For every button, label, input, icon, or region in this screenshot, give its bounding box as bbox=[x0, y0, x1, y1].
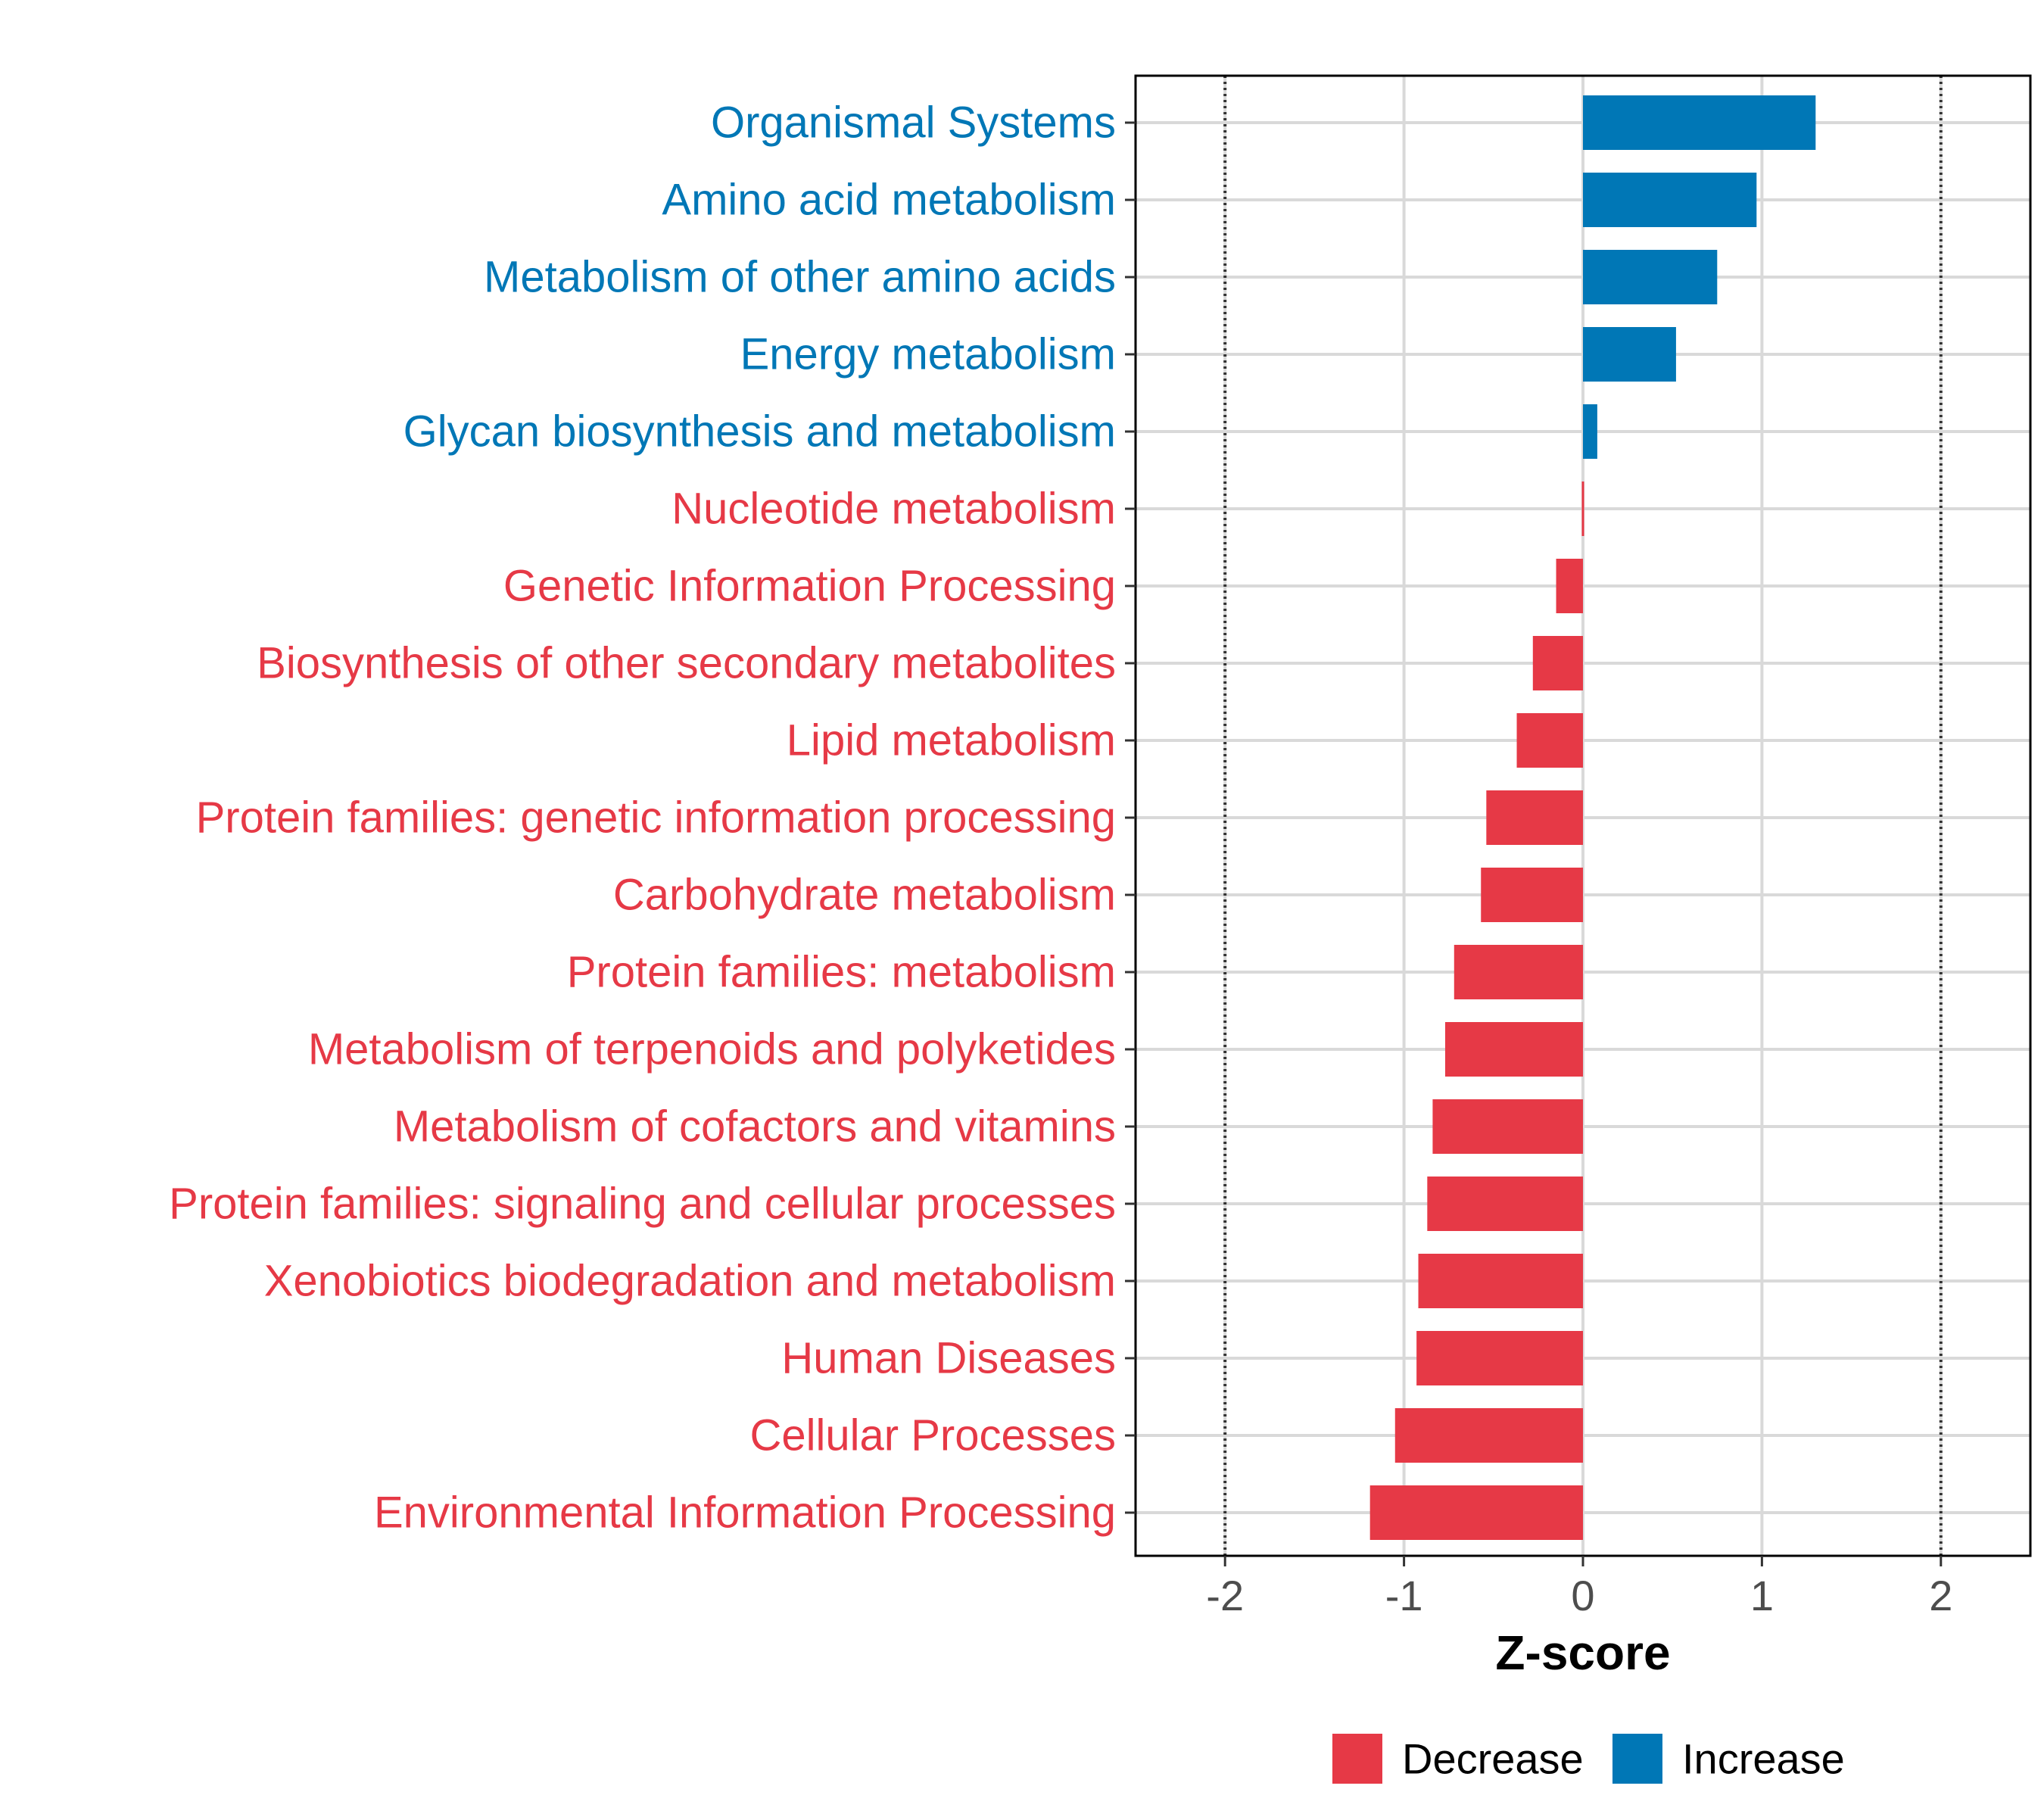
bar bbox=[1418, 1254, 1583, 1308]
legend-key-increase bbox=[1612, 1734, 1662, 1784]
category-label: Metabolism of cofactors and vitamins bbox=[394, 1102, 1116, 1152]
bar bbox=[1556, 559, 1583, 613]
x-tick-label: 2 bbox=[1929, 1572, 1952, 1619]
legend-label-increase: Increase bbox=[1682, 1735, 1845, 1783]
bar bbox=[1486, 790, 1583, 845]
category-label: Energy metabolism bbox=[740, 330, 1116, 379]
category-labels: Organismal Systems Amino acid metabolism M… bbox=[169, 98, 1116, 1538]
category-label: Amino acid metabolism bbox=[662, 176, 1116, 225]
x-axis-ticks: -2 -1 0 1 2 bbox=[1206, 1556, 1952, 1619]
category-label: Xenobiotics biodegradation and metabolis… bbox=[264, 1257, 1116, 1306]
category-label: Environmental Information Processing bbox=[374, 1488, 1116, 1538]
x-tick-label: -2 bbox=[1206, 1572, 1244, 1619]
category-label: Protein families: metabolism bbox=[567, 948, 1116, 997]
category-label: Carbohydrate metabolism bbox=[613, 871, 1116, 920]
legend-label-decrease: Decrease bbox=[1402, 1735, 1584, 1783]
y-axis-ticks bbox=[1125, 121, 1136, 1514]
reference-lines bbox=[1223, 76, 1943, 1556]
x-tick-label: -1 bbox=[1385, 1572, 1423, 1619]
bar bbox=[1454, 945, 1583, 999]
bar bbox=[1583, 250, 1718, 304]
category-label: Glycan biosynthesis and metabolism bbox=[404, 407, 1116, 457]
bar bbox=[1581, 482, 1584, 536]
x-tick-label: 0 bbox=[1571, 1572, 1594, 1619]
category-label: Metabolism of terpenoids and polyketides bbox=[308, 1025, 1116, 1074]
bars bbox=[1369, 95, 1816, 1540]
category-label: Genetic Information Processing bbox=[503, 562, 1116, 611]
bar bbox=[1481, 868, 1583, 922]
x-axis-title: Z-score bbox=[1495, 1625, 1670, 1680]
bar bbox=[1583, 173, 1757, 227]
bar bbox=[1427, 1177, 1583, 1231]
category-label: Protein families: signaling and cellular… bbox=[169, 1180, 1116, 1229]
category-label: Lipid metabolism bbox=[787, 716, 1116, 765]
bar bbox=[1583, 95, 1816, 150]
category-label: Metabolism of other amino acids bbox=[484, 253, 1116, 302]
category-label: Nucleotide metabolism bbox=[671, 485, 1116, 534]
x-tick-label: 1 bbox=[1750, 1572, 1774, 1619]
category-label: Biosynthesis of other secondary metaboli… bbox=[257, 639, 1116, 688]
bar bbox=[1394, 1408, 1583, 1463]
category-label: Organismal Systems bbox=[711, 98, 1116, 148]
bar bbox=[1583, 404, 1597, 459]
bar bbox=[1516, 713, 1583, 768]
bar bbox=[1583, 327, 1676, 382]
category-label: Protein families: genetic information pr… bbox=[196, 793, 1116, 843]
legend: Decrease Increase bbox=[1332, 1734, 1845, 1784]
category-label: Cellular Processes bbox=[749, 1411, 1116, 1460]
bar bbox=[1444, 1022, 1583, 1077]
bar bbox=[1532, 636, 1583, 690]
bar bbox=[1369, 1485, 1583, 1540]
bar bbox=[1432, 1099, 1583, 1154]
bar bbox=[1416, 1331, 1583, 1385]
category-label: Human Diseases bbox=[781, 1334, 1116, 1383]
legend-key-decrease bbox=[1332, 1734, 1382, 1784]
